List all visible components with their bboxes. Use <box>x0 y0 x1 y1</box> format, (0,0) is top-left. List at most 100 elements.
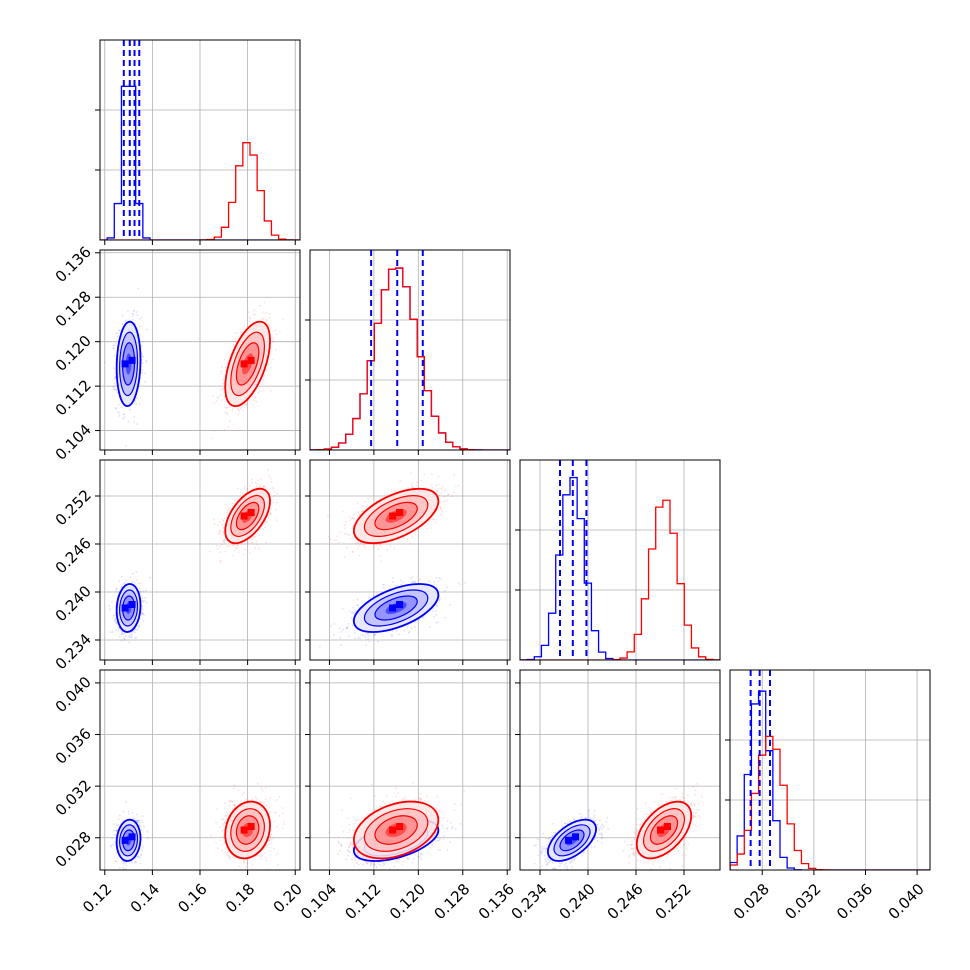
scatter-point <box>347 635 350 638</box>
scatter-point <box>276 492 278 495</box>
scatter-point <box>419 578 421 581</box>
scatter-point <box>115 621 118 624</box>
scatter-point <box>218 520 221 523</box>
scatter-point <box>210 437 213 440</box>
scatter-point <box>270 481 273 483</box>
density-peak <box>128 601 136 608</box>
scatter-point <box>436 586 438 589</box>
y-tick-label: 0.234 <box>52 630 95 673</box>
scatter-point <box>430 517 433 520</box>
scatter-point <box>116 335 119 338</box>
scatter-point <box>261 318 263 321</box>
scatter-point <box>333 539 336 542</box>
scatter-point <box>140 352 143 355</box>
scatter-point <box>354 610 357 613</box>
scatter-point <box>250 542 253 544</box>
scatter-point <box>103 361 106 364</box>
scatter-point <box>438 577 441 580</box>
scatter-point <box>236 332 239 334</box>
scatter-point <box>444 589 447 592</box>
scatter-point <box>443 499 446 502</box>
scatter-point <box>222 541 225 543</box>
scatter-point <box>209 550 212 553</box>
scatter-point <box>357 604 360 607</box>
scatter-point <box>225 513 228 516</box>
scatter-point <box>263 301 266 304</box>
scatter-point <box>115 588 118 591</box>
scatter-point <box>145 328 148 331</box>
scatter-point <box>382 586 384 589</box>
scatter-point <box>398 633 400 636</box>
density-peak <box>121 360 129 368</box>
scatter-point <box>333 633 335 636</box>
scatter-point <box>129 408 131 411</box>
scatter-point <box>231 504 234 507</box>
scatter-point <box>248 320 251 322</box>
scatter-point <box>407 631 410 634</box>
scatter-point <box>365 636 367 639</box>
scatter-point <box>133 310 135 313</box>
scatter-point <box>219 389 222 392</box>
scatter-point <box>224 412 227 414</box>
scatter-point <box>117 629 120 632</box>
scatter-point <box>113 388 115 391</box>
scatter-point <box>274 329 277 332</box>
scatter-point <box>346 627 348 630</box>
scatter-point <box>244 485 246 487</box>
scatter-point <box>222 531 225 534</box>
scatter-point <box>122 582 125 585</box>
scatter-point <box>267 469 269 472</box>
scatter-point <box>128 636 130 638</box>
scatter-point <box>135 637 138 639</box>
scatter-point <box>345 627 348 629</box>
scatter-point <box>237 413 240 416</box>
scatter-point <box>391 581 394 583</box>
scatter-point <box>222 539 224 542</box>
density-peak <box>121 604 129 612</box>
scatter-point <box>268 316 271 319</box>
scatter-point <box>113 614 116 617</box>
scatter-point <box>222 531 225 533</box>
scatter-point <box>373 543 375 546</box>
scatter-point <box>133 629 136 632</box>
scatter-point <box>356 502 359 505</box>
scatter-point <box>366 633 369 636</box>
scatter-point <box>127 420 130 423</box>
scatter-point <box>219 394 222 397</box>
scatter-point <box>242 553 245 556</box>
scatter-point <box>213 518 215 521</box>
scatter-point <box>220 372 223 375</box>
scatter-point <box>220 560 222 563</box>
scatter-point <box>367 635 370 638</box>
scatter-point <box>120 586 122 589</box>
scatter-point <box>115 629 118 631</box>
scatter-point <box>428 581 430 584</box>
y-tick-label: 0.128 <box>52 287 95 330</box>
scatter-point <box>144 380 147 383</box>
scatter-point <box>136 628 139 631</box>
scatter-point <box>411 576 414 579</box>
scatter-point <box>348 610 351 613</box>
scatter-point <box>374 633 377 636</box>
scatter-point <box>435 610 437 613</box>
scatter-point <box>376 640 379 643</box>
scatter-point <box>258 547 260 550</box>
scatter-point <box>111 631 114 633</box>
scatter-point <box>339 531 342 534</box>
scatter-point <box>134 636 137 639</box>
scatter-point <box>439 506 442 509</box>
scatter-point <box>114 376 116 378</box>
scatter-point <box>213 523 216 525</box>
scatter-point <box>228 405 231 408</box>
scatter-point <box>275 519 278 522</box>
scatter-point <box>267 516 270 518</box>
scatter-point <box>121 631 124 633</box>
scatter-point <box>259 528 262 531</box>
scatter-point <box>141 605 144 608</box>
scatter-point <box>258 534 261 537</box>
scatter-point <box>253 399 256 402</box>
scatter-point <box>243 325 246 328</box>
hist-panel-1 <box>305 249 511 455</box>
scatter-point <box>411 481 414 484</box>
scatter-point <box>414 620 417 623</box>
